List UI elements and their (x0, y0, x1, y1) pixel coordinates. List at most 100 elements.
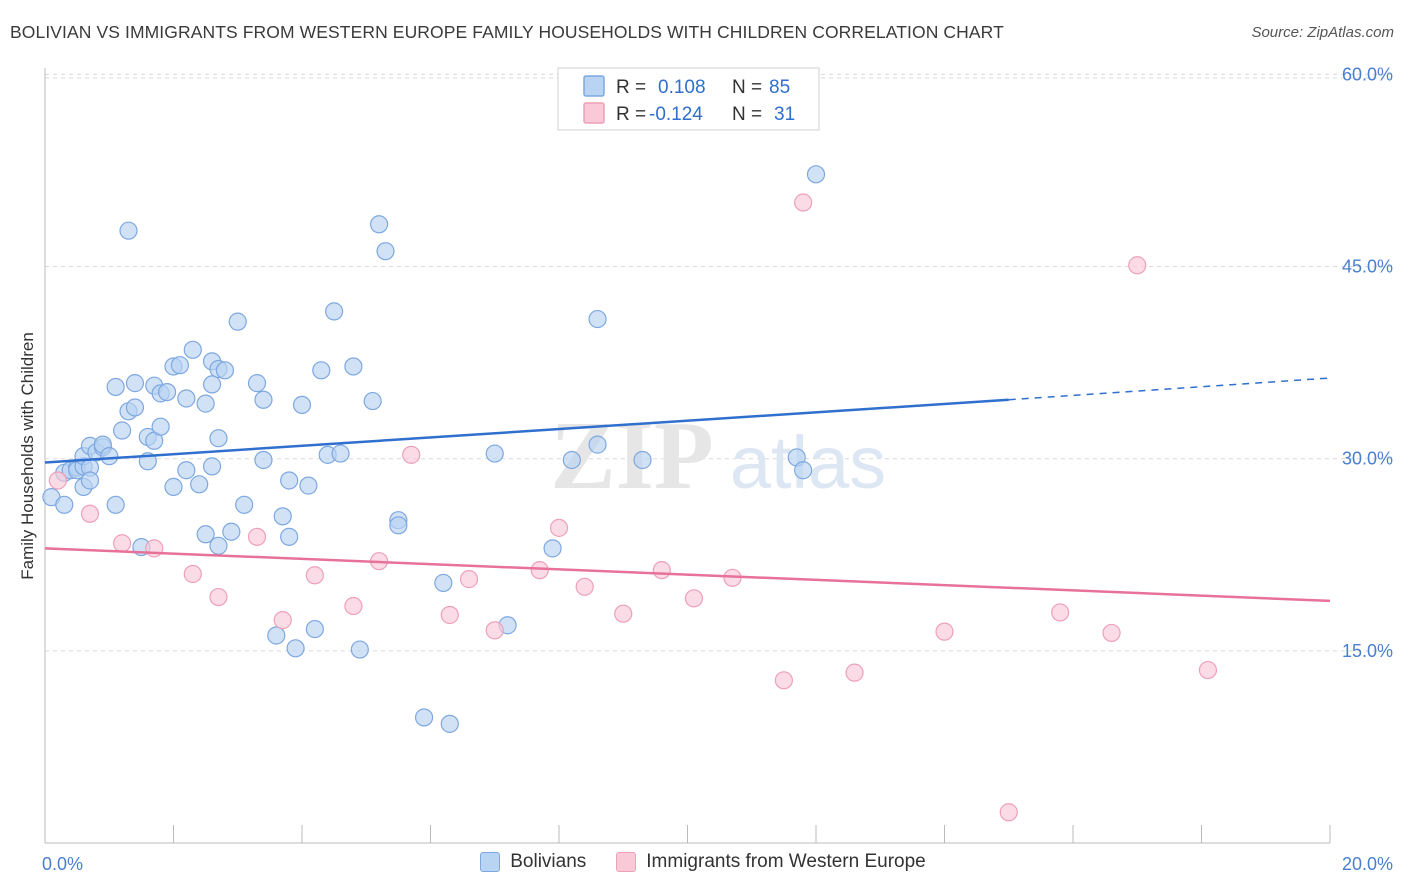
point-western-europe (614, 604, 633, 623)
legend-item-bolivians[interactable]: Bolivians (480, 851, 586, 873)
point-western-europe (1128, 256, 1147, 275)
point-bolivians (151, 417, 170, 436)
points-layer (42, 165, 1218, 822)
point-bolivians (209, 429, 228, 448)
point-bolivians (312, 361, 331, 380)
point-western-europe (402, 445, 421, 464)
legend-swatch-pink (583, 102, 605, 124)
point-bolivians (370, 215, 389, 234)
legend-swatch-western-europe (616, 852, 637, 872)
point-bolivians (177, 389, 196, 408)
point-bolivians (280, 527, 299, 546)
point-western-europe (999, 803, 1018, 822)
point-bolivians (196, 525, 215, 544)
point-western-europe (183, 564, 202, 584)
point-western-europe (575, 577, 594, 596)
legend-item-western-europe[interactable]: Immigrants from Western Europe (616, 851, 926, 873)
point-bolivians (273, 507, 292, 526)
point-bolivians (125, 398, 145, 417)
point-bolivians (344, 357, 363, 376)
point-bolivians (363, 391, 382, 411)
point-western-europe (485, 621, 504, 640)
point-bolivians (794, 461, 813, 480)
point-bolivians (806, 165, 826, 184)
point-western-europe (530, 561, 549, 580)
point-bolivians (434, 573, 453, 593)
point-bolivians (190, 475, 209, 494)
point-bolivians (254, 390, 273, 409)
point-western-europe (652, 561, 671, 580)
point-western-europe (459, 570, 479, 589)
x-tick-label: 0.0% (42, 854, 83, 874)
point-bolivians (305, 619, 324, 639)
point-western-europe (80, 504, 100, 523)
trend-layer (44, 377, 1331, 603)
point-western-europe (112, 534, 132, 553)
point-bolivians (125, 374, 145, 393)
source-label: Source: ZipAtlas.com (1251, 24, 1394, 41)
tick-labels: 15.0% 30.0% 45.0% 60.0% 0.0% 20.0% (42, 64, 1393, 874)
point-western-europe (845, 663, 864, 682)
point-bolivians (112, 421, 132, 440)
point-bolivians (588, 435, 607, 454)
point-bolivians (55, 495, 74, 514)
point-western-europe (1051, 603, 1070, 622)
point-western-europe (935, 622, 954, 641)
legend-r-label-blue: R = (616, 77, 646, 98)
y-tick-label: 30.0% (1342, 449, 1393, 469)
point-western-europe (1102, 623, 1121, 643)
point-bolivians (414, 708, 434, 727)
point-western-europe (684, 589, 704, 608)
point-bolivians (440, 714, 459, 733)
legend-r-label-pink: R = (616, 104, 646, 125)
point-bolivians (106, 495, 125, 514)
legend-label-bolivians: Bolivians (510, 851, 587, 872)
point-bolivians (177, 461, 196, 480)
trend-line-bolivians (44, 398, 1009, 464)
point-western-europe (794, 193, 813, 212)
point-western-europe (209, 587, 228, 607)
point-bolivians (196, 394, 215, 413)
y-tick-label: 60.0% (1342, 64, 1393, 84)
point-bolivians (119, 221, 138, 240)
point-bolivians (543, 539, 562, 558)
point-bolivians (164, 477, 183, 496)
point-western-europe (344, 596, 363, 616)
legend-swatch-blue (583, 75, 605, 97)
point-bolivians (183, 340, 202, 359)
legend-r-value-blue: 0.108 (658, 77, 706, 98)
point-western-europe (305, 566, 324, 585)
point-western-europe (1198, 660, 1218, 680)
legend-n-value-pink: 31 (774, 104, 795, 125)
point-bolivians (286, 639, 305, 658)
point-bolivians (299, 476, 318, 495)
point-bolivians (209, 536, 228, 555)
point-bolivians (331, 444, 350, 463)
watermark-atlas: atlas (730, 421, 886, 504)
point-western-europe (549, 518, 569, 537)
legend-n-value-blue: 85 (769, 77, 790, 98)
point-bolivians (350, 640, 369, 659)
point-bolivians (202, 375, 222, 394)
point-bolivians (215, 361, 234, 380)
point-bolivians (222, 522, 241, 541)
y-tick-label: 45.0% (1342, 257, 1393, 277)
legend-label-western-europe: Immigrants from Western Europe (646, 851, 926, 872)
legend-top: R = 0.108 N = 85 R = -0.124 N = 31 (557, 67, 820, 131)
point-bolivians (267, 626, 286, 645)
point-bolivians (485, 444, 504, 463)
point-bolivians (254, 450, 273, 470)
point-bolivians (100, 447, 119, 466)
trend-line-western-europe (44, 547, 1331, 603)
point-bolivians (170, 356, 190, 375)
legend-bottom: Bolivians Immigrants from Western Europe (0, 851, 1406, 873)
point-bolivians (376, 242, 395, 261)
point-western-europe (273, 611, 292, 630)
point-bolivians (247, 374, 267, 393)
point-bolivians (157, 382, 177, 402)
point-bolivians (633, 450, 652, 470)
point-bolivians (280, 471, 299, 490)
point-western-europe (48, 471, 67, 490)
point-western-europe (247, 527, 267, 546)
